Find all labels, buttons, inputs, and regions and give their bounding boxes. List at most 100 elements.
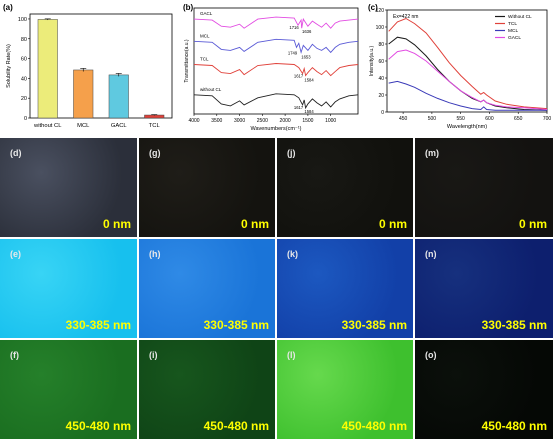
- wavelength-label: 330-385 nm: [481, 318, 547, 332]
- chart-c-xtick-label: 550: [456, 116, 465, 122]
- chart-b-line-without-cl: [193, 93, 359, 110]
- chart-a-ylabel: Solubility Rate(%): [6, 44, 12, 88]
- chart-b-line-mcl: [193, 38, 359, 55]
- chart-b-ylabel: Transmittance(a.u.): [184, 39, 190, 82]
- chart-b-series-label: TCL: [200, 57, 209, 62]
- chart-b-xtick-label: 3500: [211, 118, 222, 124]
- chart-a-ytick-label: 0: [24, 116, 27, 122]
- fluorescence-tile: (g) 0 nm: [139, 138, 275, 237]
- tile-letter: (f): [10, 350, 19, 360]
- chart-b-frame: [193, 7, 359, 115]
- chart-a-ytick-label: 60: [21, 57, 27, 63]
- chart-c-ytick-label: 80: [378, 42, 384, 48]
- chart-c-excitation-label: Ex=422 nm: [393, 14, 418, 20]
- chart-a-ytick-label: 40: [21, 76, 27, 82]
- tile-letter: (e): [10, 249, 21, 259]
- chart-c-line-tcl: [388, 17, 548, 110]
- panel-letter-c: (c): [368, 3, 378, 12]
- chart-b-peak-label: 1636: [302, 29, 312, 34]
- chart-a-category-label: without CL: [33, 123, 62, 129]
- chart-a-bar-mcl: [73, 69, 94, 119]
- wavelength-label: 0 nm: [240, 217, 269, 231]
- fluorescence-image-grid: (d) 0 nm (g) 0 nm (j) 0 nm (m) 0 nm (e) 330-385 n…: [0, 138, 553, 440]
- chart-a-bar-without-cl: [37, 19, 58, 119]
- chart-b-peak-label: 1617: [294, 105, 304, 110]
- chart-c-emission: (c) 450 500 550 600 650 700 0 20 40 60 80 100 120 Wav…: [368, 3, 551, 130]
- tile-letter: (h): [149, 249, 161, 259]
- chart-b-peak-label: 1584: [304, 109, 314, 114]
- chart-a-frame: [29, 13, 173, 119]
- chart-b-xtick-label: 2500: [257, 118, 268, 124]
- chart-a-solubility: (a) 0 20 40 60 80 100 Solubility Rate(%) withou…: [3, 3, 173, 129]
- wavelength-label: 330-385 nm: [203, 318, 269, 332]
- tile-letter: (k): [287, 249, 298, 259]
- chart-b-series-label: MCL: [200, 33, 210, 38]
- chart-c-legend-label: GACL: [508, 35, 521, 41]
- tile-letter: (n): [425, 249, 437, 259]
- chart-b-xtick-label: 1500: [302, 118, 313, 124]
- chart-c-xtick-label: 700: [543, 116, 552, 122]
- fluorescence-tile: (f) 450-480 nm: [0, 340, 137, 439]
- wavelength-label: 450-480 nm: [203, 419, 269, 433]
- tile-letter: (j): [287, 148, 296, 158]
- chart-c-ytick-label: 40: [378, 76, 384, 82]
- tile-letter: (o): [425, 350, 437, 360]
- chart-c-ytick-label: 100: [376, 25, 385, 31]
- fluorescence-tile: (l) 450-480 nm: [277, 340, 413, 439]
- chart-c-line-without-cl: [388, 36, 548, 111]
- chart-c-xtick-label: 600: [485, 116, 494, 122]
- fluorescence-tile: (h) 330-385 nm: [139, 239, 275, 338]
- wavelength-label: 0 nm: [102, 217, 131, 231]
- chart-c-ytick-label: 60: [378, 59, 384, 65]
- chart-b-peak-label: 1653: [301, 54, 311, 59]
- wavelength-label: 0 nm: [378, 217, 407, 231]
- wavelength-label: 330-385 nm: [341, 318, 407, 332]
- tile-letter: (l): [287, 350, 296, 360]
- panel-letter-b: (b): [183, 3, 194, 12]
- chart-c-axes: 450 500 550 600 650 700 0 20 40 60 80 100 120 Wavelen…: [369, 8, 551, 130]
- chart-b-ftir: (b) 4000 3500 3000 2500 2000 1500 1000 Wavenumb…: [183, 3, 359, 132]
- chart-c-lines: [388, 17, 548, 111]
- chart-b-xtick-label: 1000: [325, 118, 336, 124]
- chart-c-legend-label: TCL: [508, 21, 517, 27]
- wavelength-label: 450-480 nm: [481, 419, 547, 433]
- chart-a-axes: 0 20 40 60 80 100 Solubility Rate(%) without CL…: [6, 13, 173, 129]
- wavelength-label: 450-480 nm: [65, 419, 131, 433]
- wavelength-label: 450-480 nm: [341, 419, 407, 433]
- chart-a-bar-gacl: [108, 74, 129, 119]
- chart-a-category-label: MCL: [77, 123, 90, 129]
- tile-letter: (g): [149, 148, 161, 158]
- fluorescence-tile: (n) 330-385 nm: [415, 239, 553, 338]
- wavelength-label: 330-385 nm: [65, 318, 131, 332]
- chart-c-ytick-label: 20: [378, 93, 384, 99]
- chart-c-legend-label: Without CL: [508, 14, 532, 20]
- chart-b-xtick-label: 4000: [188, 118, 199, 124]
- chart-c-xtick-label: 450: [399, 116, 408, 122]
- chart-a-category-label: TCL: [149, 123, 161, 129]
- fluorescence-tile: (i) 450-480 nm: [139, 340, 275, 439]
- chart-b-axes: 4000 3500 3000 2500 2000 1500 1000 Wavenumbers(…: [184, 7, 359, 132]
- chart-c-ytick-label: 0: [381, 110, 384, 116]
- chart-b-line-gacl: [193, 16, 359, 29]
- fluorescence-tile: (d) 0 nm: [0, 138, 137, 237]
- wavelength-label: 0 nm: [518, 217, 547, 231]
- chart-b-peak-label: 1584: [304, 78, 314, 83]
- chart-c-line-mcl: [388, 80, 547, 111]
- fluorescence-tile: (k) 330-385 nm: [277, 239, 413, 338]
- tile-letter: (d): [10, 148, 22, 158]
- chart-b-xlabel: Wavenumbers(cm⁻¹): [251, 126, 302, 132]
- chart-b-peak-label: 1716: [289, 25, 299, 30]
- chart-a-ytick-label: 80: [21, 37, 27, 43]
- tile-letter: (i): [149, 350, 158, 360]
- fluorescence-tile: (o) 450-480 nm: [415, 340, 553, 439]
- chart-b-peak-label: 1749: [288, 50, 298, 55]
- chart-b-series-label: GACL: [200, 11, 213, 16]
- chart-b-xtick-label: 3000: [234, 118, 245, 124]
- chart-b-series-label: without CL: [200, 87, 222, 92]
- chart-c-legend-label: MCL: [508, 28, 518, 34]
- chart-c-xlabel: Wavelength(nm): [447, 124, 487, 130]
- panel-letter-a: (a): [3, 3, 13, 12]
- chart-a-ytick-label: 20: [21, 96, 27, 102]
- chart-a-category-label: GACL: [111, 123, 128, 129]
